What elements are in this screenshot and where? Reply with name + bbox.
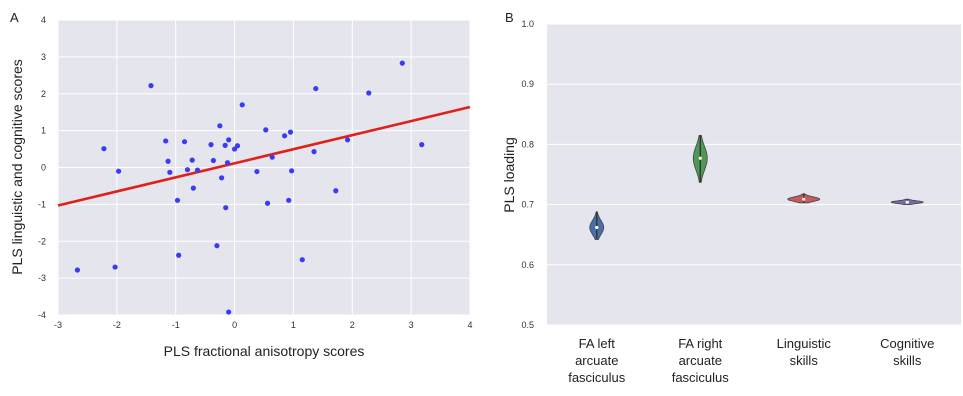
scatter-point [286,197,292,203]
category-label: fasciculus [568,370,626,385]
category-label: arcuate [679,353,722,368]
scatter-point [208,142,214,148]
x-tick-label: 0 [232,320,237,330]
scatter-point [74,267,81,273]
scatter-point [366,90,372,96]
y-tick-label: 2 [41,89,46,99]
category-label: fasciculus [672,370,730,385]
scatter-point [194,167,201,173]
scatter-point [184,167,191,173]
scatter-point [223,205,229,211]
y-axis-title-b: PLS loading [501,137,517,213]
scatter-point [264,200,271,206]
category-label: Cognitive [880,336,934,351]
y-tick-label: 0 [41,163,46,173]
scatter-point [176,252,182,258]
scatter-point [174,197,181,203]
y-axis-title-a: PLS linguistic and cognitive scores [9,59,25,275]
scatter-point [254,168,260,175]
category-label: skills [893,353,922,368]
scatter-point [263,127,269,133]
scatter-point [299,257,305,263]
scatter-point [269,154,275,160]
scatter-point [101,146,107,152]
y-tick-label: 1 [41,126,46,136]
scatter-point [282,133,288,139]
x-tick-label: 4 [467,320,472,330]
plot-area-b [547,24,961,325]
y-tick-label: -4 [38,310,46,320]
scatter-point [116,168,122,174]
scatter-point [313,85,319,92]
scatter-point [165,158,171,164]
scatter-point [214,243,220,249]
scatter-point [239,102,245,108]
scatter-point [311,149,317,155]
scatter-point [219,175,225,181]
violins [589,134,924,240]
y-tick-label: -3 [38,273,46,283]
y-tick-label: 0.6 [521,260,534,270]
scatter-point [224,160,231,166]
y-tick-label: -1 [38,199,46,209]
x-tick-label: 3 [409,320,414,330]
scatter-point [163,138,169,144]
violin-median [802,197,806,201]
scatter-point [226,309,232,315]
violin-median [698,156,702,160]
y-tick-label: -2 [38,236,46,246]
scatter-point [399,60,405,66]
x-tick-label: -2 [113,320,121,330]
y-tick-label: 0.7 [521,200,534,210]
scatter-point [234,143,241,149]
scatter-point [231,146,238,152]
scatter-point [189,157,195,163]
scatter-point [148,83,154,89]
category-labels: FA left arcuate fasciculus FA right arcuate f… [568,336,934,385]
scatter-point [289,168,295,174]
scatter-point [167,169,173,175]
ticks-a: -3 -2 -1 0 1 2 3 4 -4 -3 -2 -1 0 1 2 3 4 [38,15,473,330]
violin-median [905,200,909,204]
gridlines-b [547,23,961,326]
x-tick-label: -1 [172,320,180,330]
violin-median [595,225,599,230]
panel-b: 0.5 0.6 0.7 0.8 0.9 1.0 FA left arcuate fascicu… [501,10,961,385]
x-tick-label: -3 [54,320,62,330]
scatter-point [222,142,228,148]
y-tick-label: 0.8 [521,139,534,149]
category-label: arcuate [575,353,618,368]
scatter-point [287,129,294,135]
y-tick-label: 0.9 [521,79,534,89]
category-label: skills [790,353,819,368]
scatter-points [74,60,425,315]
y-tick-label: 4 [41,15,46,25]
x-axis-title-a: PLS fractional anisotropy scores [164,343,365,359]
scatter-point [181,139,188,145]
scatter-point [333,188,339,194]
scatter-point [226,137,232,143]
x-tick-label: 2 [350,320,355,330]
scatter-point [190,185,196,191]
scatter-point [217,123,223,129]
scatter-point [210,157,216,164]
regression-line [57,105,471,207]
panel-label-b: B [505,10,514,25]
scatter-point [419,142,425,148]
scatter-point [344,137,351,143]
y-tick-label: 0.5 [521,320,534,330]
panel-label-a: A [10,10,19,25]
category-label: FA left [579,336,616,351]
y-tick-label: 3 [41,52,46,62]
y-tick-label: 1.0 [521,19,534,29]
panel-a: -3 -2 -1 0 1 2 3 4 -4 -3 -2 -1 0 1 2 3 4 A PLS linguisti… [9,10,473,359]
ticks-b: 0.5 0.6 0.7 0.8 0.9 1.0 [521,19,534,330]
category-label: FA right [678,336,722,351]
scatter-point [112,264,118,270]
x-tick-label: 1 [291,320,296,330]
category-label: Linguistic [777,336,832,351]
